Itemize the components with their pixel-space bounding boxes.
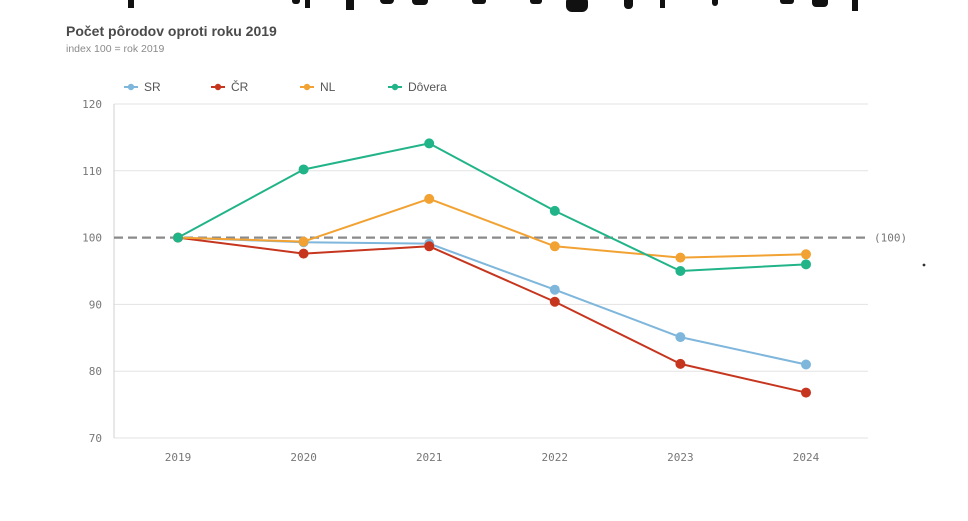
chart-subtitle: index 100 = rok 2019: [66, 43, 165, 55]
x-tick-label: 2023: [667, 451, 694, 464]
data-point-1-2: [424, 241, 435, 252]
chart-title: Počet pôrodov oproti roku 2019: [66, 23, 277, 39]
data-point-1-1: [298, 248, 309, 259]
data-point-3-1: [298, 164, 309, 175]
data-point-0-4: [675, 332, 686, 343]
y-tick-label: 70: [89, 432, 102, 445]
reference-line-label: (100): [874, 232, 907, 245]
data-point-0-5: [801, 359, 811, 370]
y-axis-ticks: 70 80 90 100 110 120: [82, 98, 102, 445]
data-point-3-5: [801, 259, 811, 270]
x-axis-ticks: 2019 2020 2021 2022 2023 2024: [165, 451, 820, 464]
grid-lines: [113, 103, 868, 439]
data-point-1-3: [549, 296, 560, 307]
x-tick-label: 2024: [793, 451, 820, 464]
data-point-2-5: [801, 249, 811, 260]
legend: SR ČR NL Dôvera: [124, 79, 447, 94]
series-lines: [177, 142, 807, 394]
x-tick-label: 2019: [165, 451, 192, 464]
reference-line: (100): [114, 232, 907, 245]
series-points: [173, 138, 811, 398]
data-point-3-4: [675, 266, 686, 276]
data-point-3-2: [424, 138, 435, 149]
legend-swatch-dot: [214, 83, 222, 91]
legend-swatch-dot: [303, 83, 311, 91]
data-point-2-3: [549, 241, 560, 252]
data-point-3-3: [549, 205, 560, 216]
cropped-top-text: [0, 0, 968, 12]
legend-label: ČR: [231, 79, 249, 94]
data-point-3-0: [173, 232, 183, 243]
legend-swatch-dot: [127, 83, 135, 91]
y-tick-label: 120: [82, 98, 102, 111]
data-point-1-4: [675, 358, 686, 369]
data-point-2-2: [424, 193, 435, 204]
x-tick-label: 2021: [416, 451, 443, 464]
series-line-1: [177, 236, 807, 394]
y-tick-label: 90: [89, 298, 102, 311]
data-point-1-5: [801, 387, 811, 398]
data-point-0-3: [549, 284, 560, 295]
series-line-3: [177, 142, 807, 272]
x-tick-label: 2020: [290, 451, 317, 464]
legend-label: SR: [144, 80, 161, 94]
y-tick-label: 80: [89, 365, 102, 378]
stray-dot: [922, 263, 926, 267]
y-tick-label: 110: [82, 165, 102, 178]
x-tick-label: 2022: [542, 451, 569, 464]
y-tick-label: 100: [82, 232, 102, 245]
legend-swatch-dot: [391, 83, 399, 91]
legend-label: NL: [320, 80, 336, 94]
data-point-2-1: [298, 236, 309, 247]
data-point-2-4: [675, 252, 686, 263]
legend-label: Dôvera: [408, 80, 447, 94]
series-line-2: [177, 197, 807, 259]
